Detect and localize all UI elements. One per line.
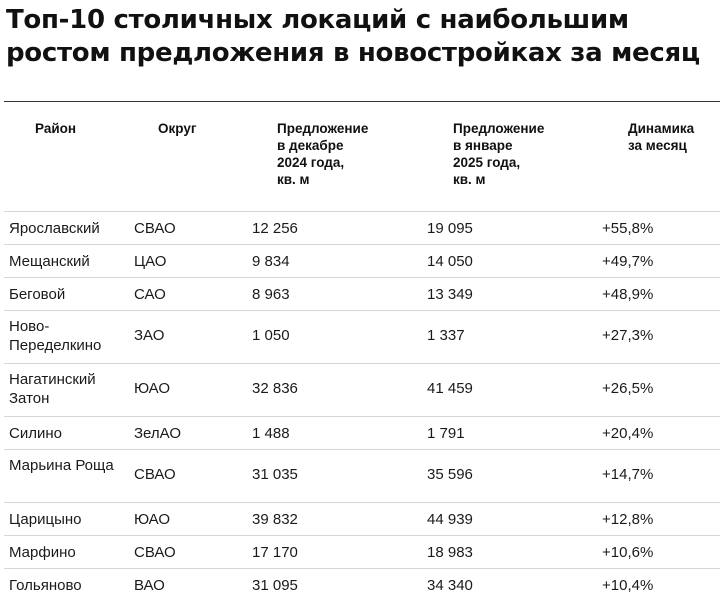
cell-dynamics: +12,8% <box>602 511 654 528</box>
table-row: Мещанский ЦАО 9 834 14 050 +49,7% <box>4 244 720 278</box>
table-row: Беговой САО 8 963 13 349 +48,9% <box>4 277 720 311</box>
cell-dynamics: +10,6% <box>602 544 654 561</box>
cell-jan-2025: 41 459 <box>427 380 473 397</box>
table-header: Район Округ Предложение в декабре 2024 г… <box>0 120 721 200</box>
header-dynamics: Динамика за месяц <box>628 121 695 153</box>
cell-okrug: ЮАО <box>134 511 170 528</box>
cell-dynamics: +48,9% <box>602 286 654 303</box>
cell-dynamics: +14,7% <box>602 466 654 483</box>
table-row: Силино ЗелАО 1 488 1 791 +20,4% <box>4 416 720 450</box>
cell-okrug: СВАО <box>134 466 176 483</box>
cell-jan-2025: 1 337 <box>427 327 465 344</box>
cell-dynamics: +55,8% <box>602 220 654 237</box>
cell-jan-2025: 18 983 <box>427 544 473 561</box>
cell-dec-2024: 1 488 <box>252 425 290 442</box>
cell-okrug: ЗелАО <box>134 425 181 442</box>
cell-dec-2024: 32 836 <box>252 380 298 397</box>
table-top-rule <box>4 101 720 102</box>
cell-jan-2025: 44 939 <box>427 511 473 528</box>
cell-district: Ярославский <box>9 220 100 237</box>
cell-dynamics: +49,7% <box>602 253 654 270</box>
cell-okrug: ЦАО <box>134 253 167 270</box>
cell-jan-2025: 19 095 <box>427 220 473 237</box>
cell-dynamics: +26,5% <box>602 380 654 397</box>
cell-dec-2024: 8 963 <box>252 286 290 303</box>
cell-district: Гольяново <box>9 577 82 594</box>
table-row: Марьина Роща СВАО 31 035 35 596 +14,7% <box>4 449 720 503</box>
cell-okrug: ВАО <box>134 577 165 594</box>
cell-okrug: САО <box>134 286 166 303</box>
cell-okrug: СВАО <box>134 220 176 237</box>
header-okrug: Округ <box>158 121 197 136</box>
cell-dec-2024: 12 256 <box>252 220 298 237</box>
cell-okrug: ЗАО <box>134 327 165 344</box>
cell-district: Нагатинский Затон <box>9 371 96 407</box>
cell-district: Марьина Роща <box>9 457 114 474</box>
cell-district: Беговой <box>9 286 66 303</box>
cell-dynamics: +10,4% <box>602 577 654 594</box>
cell-dec-2024: 39 832 <box>252 511 298 528</box>
cell-jan-2025: 35 596 <box>427 466 473 483</box>
table-row: Гольяново ВАО 31 095 34 340 +10,4% <box>4 568 720 595</box>
cell-okrug: СВАО <box>134 544 176 561</box>
cell-district: Силино <box>9 425 62 442</box>
table-row: Ярославский СВАО 12 256 19 095 +55,8% <box>4 211 720 245</box>
table-row: Нагатинский Затон ЮАО 32 836 41 459 +26,5% <box>4 363 720 417</box>
header-jan: Предложение в январе 2025 года, кв. м <box>453 121 545 187</box>
table-row: Ново-Переделкино ЗАО 1 050 1 337 +27,3% <box>4 310 720 364</box>
cell-okrug: ЮАО <box>134 380 170 397</box>
cell-dynamics: +20,4% <box>602 425 654 442</box>
cell-dec-2024: 9 834 <box>252 253 290 270</box>
cell-district: Ново-Переделкино <box>9 318 102 354</box>
cell-district: Мещанский <box>9 253 90 270</box>
header-district: Район <box>35 121 77 136</box>
cell-district: Царицыно <box>9 511 82 528</box>
cell-dec-2024: 1 050 <box>252 327 290 344</box>
page-title: Топ-10 столичных локаций с наибольшим ро… <box>6 5 700 68</box>
cell-jan-2025: 13 349 <box>427 286 473 303</box>
cell-jan-2025: 34 340 <box>427 577 473 594</box>
cell-jan-2025: 14 050 <box>427 253 473 270</box>
cell-dec-2024: 31 095 <box>252 577 298 594</box>
table-row: Марфино СВАО 17 170 18 983 +10,6% <box>4 535 720 569</box>
table-row: Царицыно ЮАО 39 832 44 939 +12,8% <box>4 502 720 536</box>
cell-dec-2024: 17 170 <box>252 544 298 561</box>
cell-dec-2024: 31 035 <box>252 466 298 483</box>
cell-jan-2025: 1 791 <box>427 425 465 442</box>
cell-dynamics: +27,3% <box>602 327 654 344</box>
cell-district: Марфино <box>9 544 76 561</box>
header-dec: Предложение в декабре 2024 года, кв. м <box>277 121 369 187</box>
